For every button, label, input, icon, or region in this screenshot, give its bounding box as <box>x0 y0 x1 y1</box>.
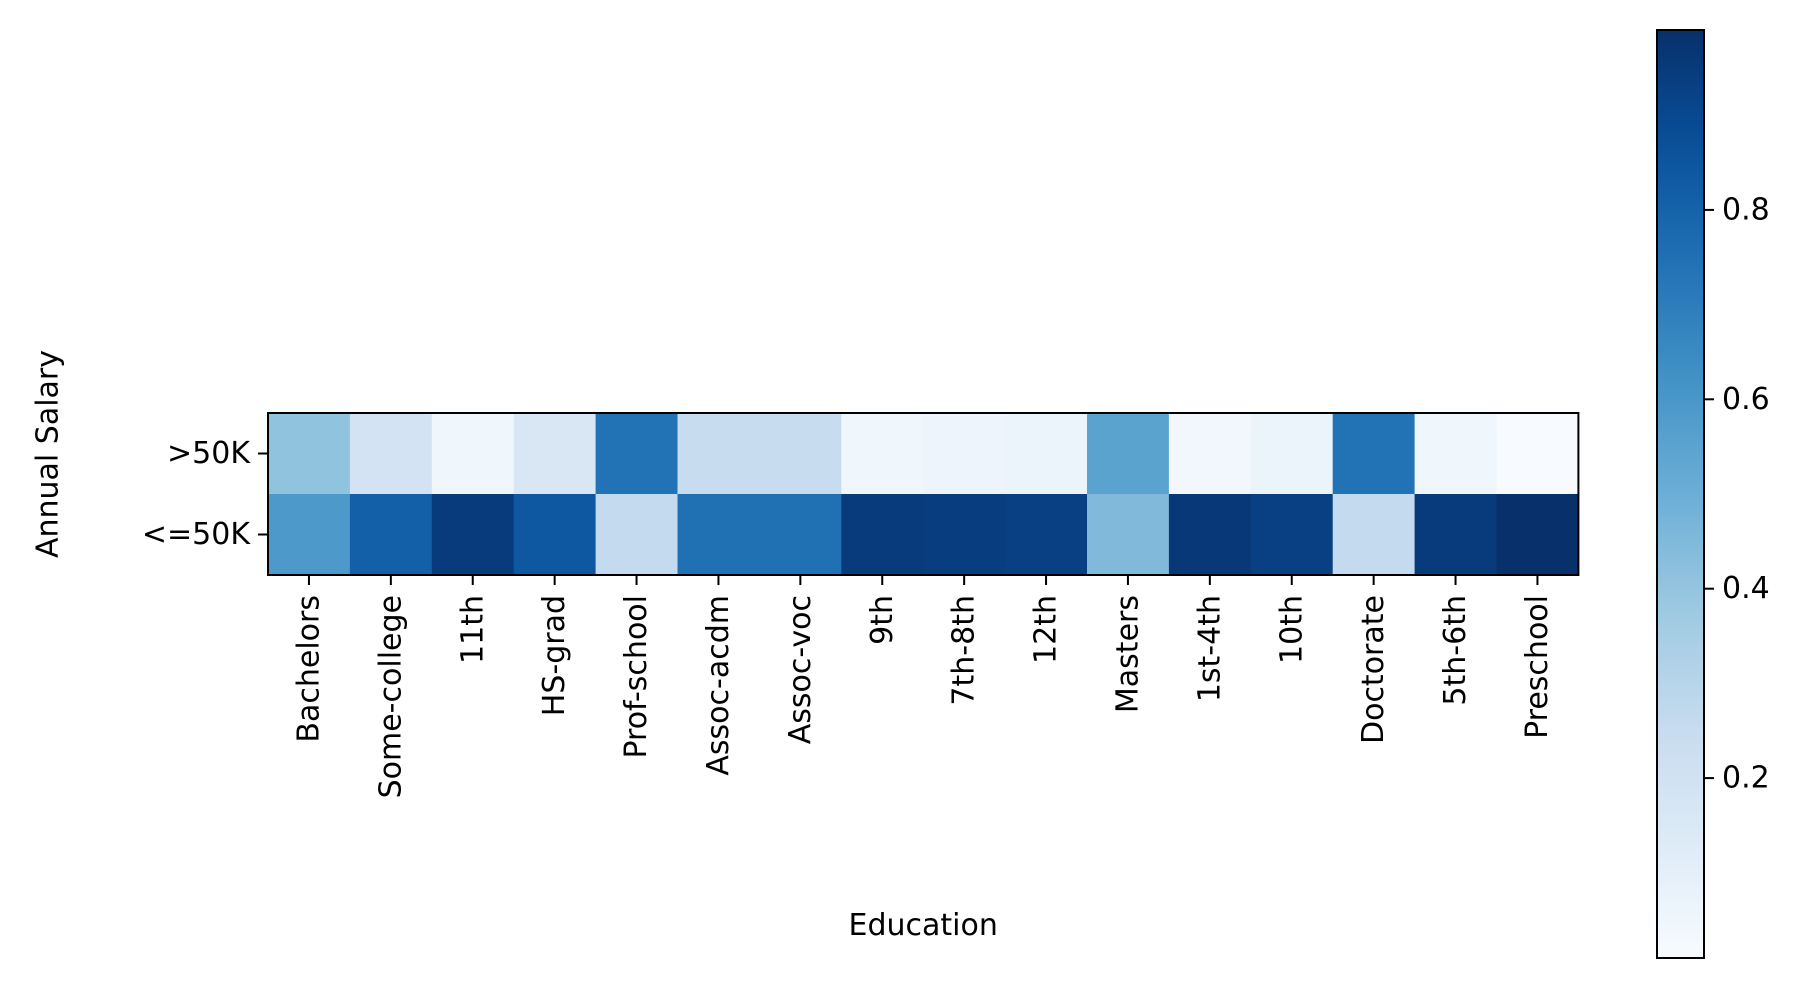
plot-frame <box>267 412 1580 576</box>
x-tick-label: Bachelors <box>291 595 326 743</box>
x-tick-label: Some-college <box>373 595 408 798</box>
y-tick-label: <=50K <box>142 517 251 552</box>
heatmap-cell <box>1005 413 1088 495</box>
heatmap-cell <box>1332 494 1416 576</box>
heatmap-cell <box>759 413 842 495</box>
x-tick-label: 7th-8th <box>947 595 982 706</box>
colorbar-tick-label: 0.4 <box>1722 571 1770 606</box>
x-tick-label: Doctorate <box>1356 595 1391 744</box>
x-tick-label: 12th <box>1029 595 1064 664</box>
colorbar-tick-label: 0.6 <box>1722 382 1770 417</box>
heatmap-cell <box>1250 413 1334 495</box>
heatmap-cell <box>513 494 597 576</box>
x-tick-label: Preschool <box>1520 595 1555 739</box>
heatmap-cell <box>349 494 433 576</box>
heatmap-cell <box>1496 413 1579 495</box>
y-tick-label: >50K <box>167 436 251 471</box>
x-tick-label: 9th <box>865 595 900 645</box>
colorbar-gradient <box>1656 29 1705 959</box>
heatmap-cell <box>1496 494 1579 576</box>
heatmap-cell <box>595 494 679 576</box>
x-tick-label: 10th <box>1274 595 1309 664</box>
colorbar-ticks: 0.2 0.4 0.6 0.8 <box>1704 192 1770 796</box>
x-axis-label: Education <box>849 908 998 943</box>
heatmap-cell <box>268 494 351 576</box>
y-axis-label: Annual Salary <box>31 350 66 558</box>
heatmap-cells <box>268 413 1579 576</box>
x-tick-label: Assoc-voc <box>783 595 818 744</box>
heatmap-cell <box>1087 494 1170 576</box>
heatmap-cell <box>595 413 679 495</box>
heatmap-cell <box>1414 413 1498 495</box>
x-tick-label: Assoc-acdm <box>701 595 736 776</box>
colorbar: 0.2 0.4 0.6 0.8 <box>1656 29 1770 959</box>
x-tick-label: 11th <box>455 595 490 664</box>
heatmap-cell <box>1414 494 1498 576</box>
heatmap-cell <box>923 413 1006 495</box>
heatmap-cell <box>841 494 924 576</box>
heatmap-cell <box>1332 413 1416 495</box>
colorbar-tick-label: 0.8 <box>1722 192 1770 227</box>
x-tick-label: 5th-6th <box>1438 595 1473 706</box>
heatmap-cell <box>431 413 515 495</box>
heatmap-cell <box>677 413 760 495</box>
heatmap-cell <box>1250 494 1334 576</box>
heatmap-cell <box>1168 494 1252 576</box>
heatmap-cell <box>759 494 842 576</box>
heatmap-cell <box>1168 413 1252 495</box>
x-tick-label: HS-grad <box>537 595 572 716</box>
x-tick-label: Prof-school <box>619 595 654 759</box>
heatmap-cell <box>1087 413 1170 495</box>
heatmap-cell <box>1005 494 1088 576</box>
colorbar-tick-label: 0.2 <box>1722 761 1770 796</box>
heatmap-cell <box>841 413 924 495</box>
y-axis: >50K <=50K <box>142 436 268 552</box>
x-tick-label: Masters <box>1110 595 1145 713</box>
heatmap-cell <box>513 413 597 495</box>
heatmap-cell <box>268 413 351 495</box>
x-axis: Bachelors Some-college 11th HS-grad Prof-sch… <box>291 575 1555 798</box>
heatmap-cell <box>677 494 760 576</box>
heatmap-cell <box>923 494 1006 576</box>
heatmap-cell <box>349 413 433 495</box>
x-tick-label: 1st-4th <box>1192 595 1227 702</box>
heatmap-cell <box>431 494 515 576</box>
